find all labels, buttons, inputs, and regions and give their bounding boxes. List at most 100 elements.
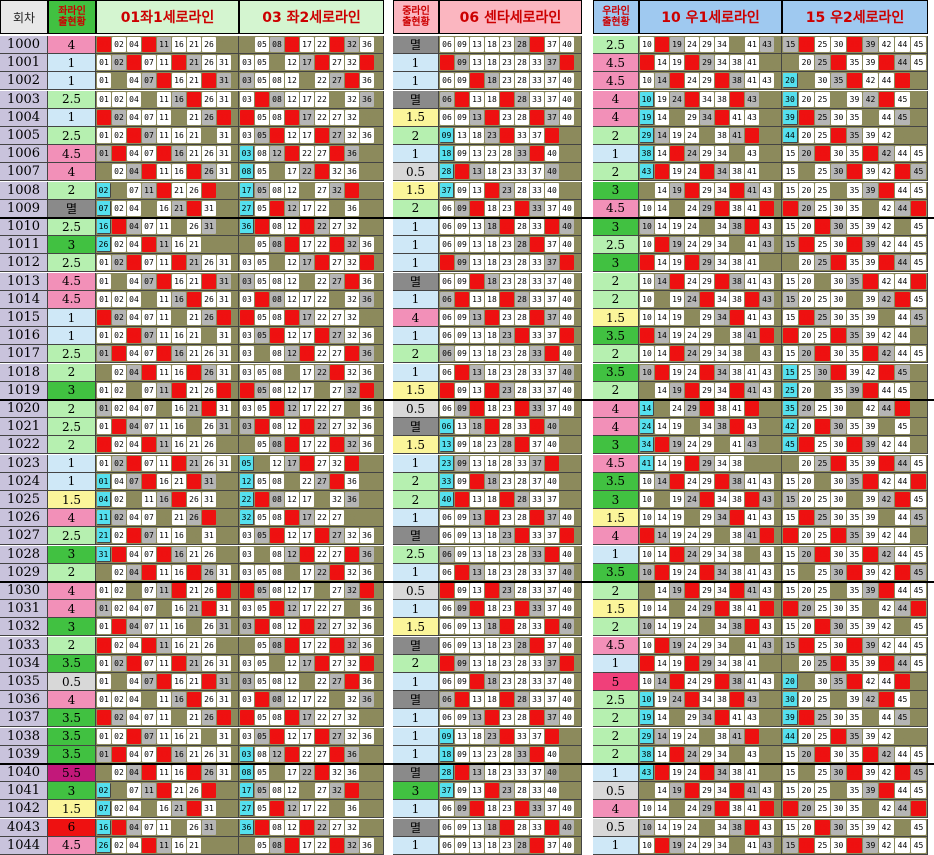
number-ball: 34 [715,55,729,71]
number-ball: 12 [285,291,299,307]
number-ball: 34 [715,564,729,580]
number-ball: 32 [345,109,359,125]
s1-score: 2.5 [48,218,96,236]
number-ball: 45 [911,819,926,835]
number-ball: 27 [330,73,344,89]
number-ball: 36 [360,364,374,380]
number-ball: 06 [440,510,454,526]
number-ball: 30 [831,237,846,253]
number-ball: 24 [685,364,699,380]
s3-score: 4.5 [593,72,639,91]
number-ball: 13 [470,237,484,253]
table-row: 1029 2 01 02 04 07 11 16 21 26 31 03 05 08 12 17 22 27 32 3… [0,563,934,582]
number-ball: 40 [560,219,574,234]
number-ball: 25 [815,492,830,507]
number-ball: 37 [545,655,559,671]
s2-score: 1.5 [393,436,439,455]
number-ball: 27 [330,55,344,71]
number-ball: 03 [240,346,254,362]
number-ball: 34 [715,364,729,380]
number-ball: 01 [97,128,111,143]
number-ball: 36 [360,619,374,635]
number-ball: 26 [187,819,201,835]
number-ball: 33 [530,528,544,544]
s3-score: 3.5 [593,363,639,382]
number-ball: 37 [545,382,559,398]
number-ball: 36 [345,200,359,216]
s3-score: 1.5 [593,600,639,619]
number-ball: 20 [799,419,814,435]
number-ball: 34 [715,783,729,799]
number-ball: 43 [760,510,774,526]
number-ball: 13 [470,146,484,162]
number-ball: 27 [330,601,344,617]
number-ball: 18 [485,637,499,653]
number-ball: 29 [685,401,699,416]
number-ball: 45 [911,328,926,344]
number-ball: 28 [515,837,529,853]
number-ball: 31 [217,128,231,143]
number-ball: 41 [745,619,759,635]
number-ball: 38 [640,146,654,162]
number-ball: 29 [700,437,714,453]
number-ball: 25 [815,37,830,52]
number-ball: 33 [530,73,544,89]
number-ball: 05 [255,91,269,107]
number-ball: 01 [97,564,111,580]
number-ball: 16 [172,583,186,598]
number-ball: 05 [255,291,269,307]
number-ball: 40 [545,783,559,799]
number-ball: 22 [315,237,329,253]
round-number: 1039 [0,745,48,764]
number-ball: 30 [783,91,798,107]
number-ball: 14 [655,473,669,489]
number-ball: 32 [330,783,344,799]
number-ball: 09 [455,473,469,489]
number-ball: 37 [530,164,544,180]
number-ball: 36 [360,528,374,544]
number-ball: 25 [815,583,830,598]
number-ball: 27 [330,219,344,234]
number-ball: 44 [895,455,910,471]
number-ball: 43 [745,146,759,162]
number-ball: 07 [127,492,141,507]
number-ball: 16 [97,219,111,234]
number-ball: 39 [863,146,878,162]
number-ball: 42 [879,837,894,853]
number-ball: 30 [831,328,846,344]
number-ball: 23 [500,492,514,507]
s2-score: 1.5 [393,108,439,127]
number-ball: 24 [685,219,699,234]
number-ball: 22 [300,164,314,180]
number-ball: 12 [270,746,284,762]
number-ball: 15 [783,455,798,471]
number-ball: 42 [879,291,894,307]
number-ball: 26 [202,128,216,143]
number-ball: 42 [879,37,894,52]
number-ball: 27 [315,164,329,180]
number-ball: 25 [815,310,830,325]
number-ball: 32 [345,564,359,580]
number-ball: 25 [815,109,830,125]
number-ball: 12 [285,528,299,544]
number-ball: 01 [97,473,111,489]
number-ball: 21 [172,473,186,489]
number-ball: 40 [545,728,559,744]
number-ball: 38 [730,601,744,617]
number-ball: 37 [440,182,454,198]
number-ball: 19 [670,73,684,89]
number-ball: 17 [300,382,314,398]
